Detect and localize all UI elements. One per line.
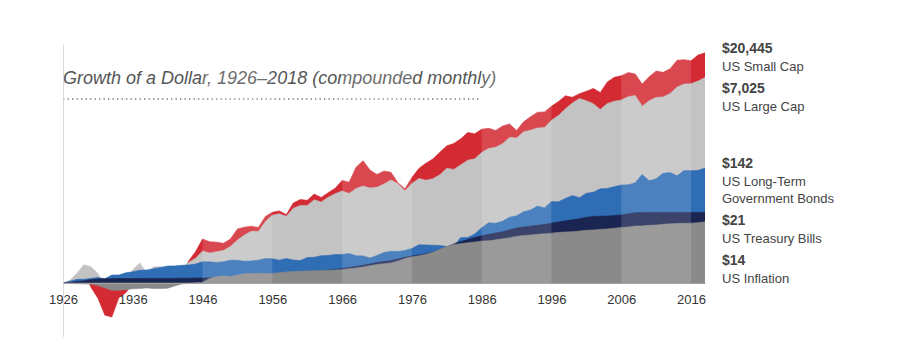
x-tick-label: 1986: [468, 292, 497, 307]
series-value-label: $20,445: [722, 40, 773, 56]
series-value-label: $21: [722, 212, 746, 228]
plot-area: [63, 44, 705, 336]
series-label: $14 US Inflation: [722, 252, 789, 286]
y-axis: [63, 44, 64, 337]
x-tick-label: 1946: [189, 292, 218, 307]
x-tick: 1936: [119, 283, 148, 307]
y-axis-line: [63, 44, 64, 337]
x-tick: 1966: [328, 283, 357, 307]
x-tick-label: 2016: [677, 292, 706, 307]
series-name-line: US Treasury Bills: [722, 231, 822, 246]
series-name-label: US Inflation: [722, 271, 789, 286]
x-tick-label: 1996: [538, 292, 567, 307]
series-name-line: US Inflation: [722, 271, 789, 286]
series-name-line: US Large Cap: [722, 99, 804, 114]
end-labels: $20,445 US Small Cap $7,025 US Large Cap $14…: [722, 40, 835, 286]
series-label: $21 US Treasury Bills: [722, 212, 822, 246]
x-tick: 1946: [189, 283, 218, 307]
series-label: $7,025 US Large Cap: [722, 80, 804, 114]
series-name-line: Government Bonds: [722, 191, 835, 206]
series-value-label: $14: [722, 252, 746, 268]
x-tick-label: 1956: [258, 292, 287, 307]
chart-svg: Growth of a Dollar, 1926–2018 (compounde…: [0, 0, 900, 362]
x-tick: 1976: [398, 283, 427, 307]
x-axis-line: [64, 283, 706, 284]
x-tick: 2006: [607, 283, 636, 307]
series-name-label: US Large Cap: [722, 99, 804, 114]
x-tick-label: 1966: [328, 292, 357, 307]
series-name-line: US Small Cap: [722, 59, 804, 74]
x-tick-label: 2006: [607, 292, 636, 307]
series-name-label: US Long-Term Government Bonds: [722, 174, 835, 206]
series-label: $142 US Long-Term Government Bonds: [722, 155, 835, 206]
x-tick-label: 1936: [119, 292, 148, 307]
x-axis: 1926193619461956196619761986199620062016: [49, 283, 706, 307]
x-tick: 1996: [538, 283, 567, 307]
chart-title: Growth of a Dollar, 1926–2018 (compounde…: [63, 68, 496, 88]
x-tick: 1986: [468, 283, 497, 307]
series-value-label: $7,025: [722, 80, 765, 96]
series-name-line: US Long-Term: [722, 174, 809, 189]
x-tick: 1956: [258, 283, 287, 307]
x-tick: 2016: [677, 283, 706, 307]
x-tick-label: 1976: [398, 292, 427, 307]
series-value-label: $142: [722, 155, 753, 171]
series-name-label: US Small Cap: [722, 59, 804, 74]
chart-container: Growth of a Dollar, 1926–2018 (compounde…: [0, 0, 900, 362]
series-name-label: US Treasury Bills: [722, 231, 822, 246]
series-label: $20,445 US Small Cap: [722, 40, 804, 74]
